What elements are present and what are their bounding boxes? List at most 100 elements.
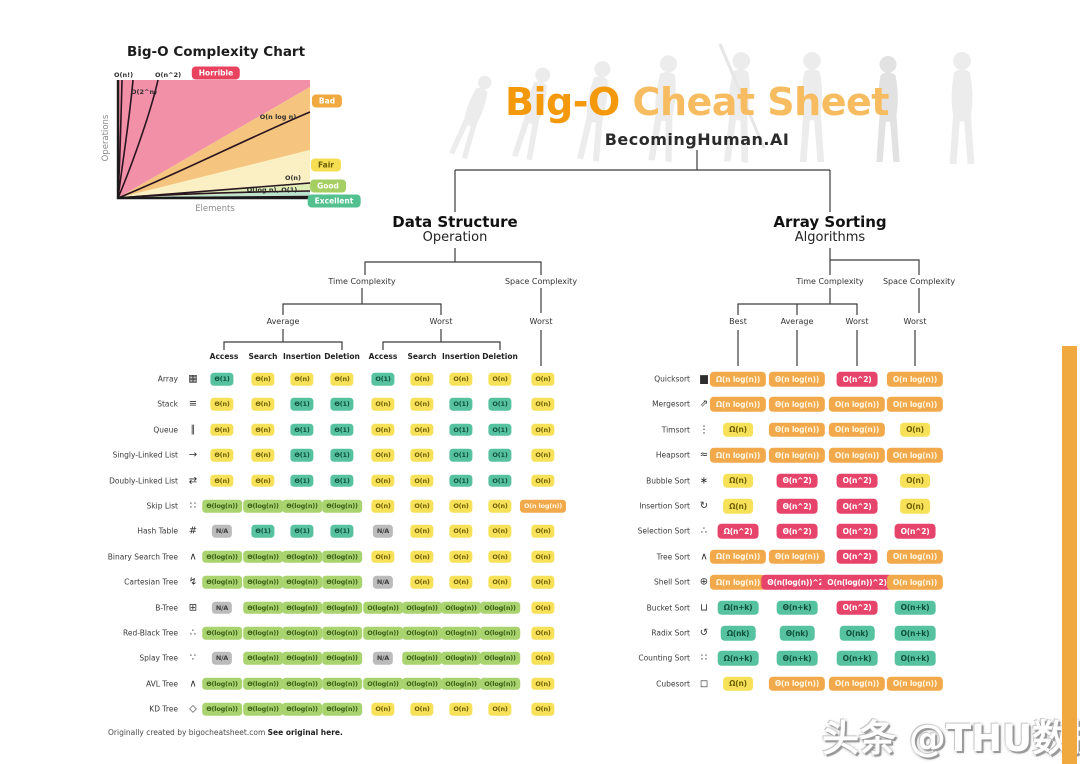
ds-pill-b-tree-6: O(log(n)): [441, 601, 481, 614]
ds-col-header-worst-insertion: Insertion: [441, 352, 481, 361]
ds-row-label-queue: Queue: [153, 425, 178, 435]
ds-row-label-singly-linked-list: Singly-Linked List: [112, 450, 178, 460]
bucket-sort-icon: ⊔: [700, 602, 708, 614]
sort-pill-timsort-0: Ω(n): [723, 422, 753, 438]
ds-pill-doubly-linked-list-7: O(1): [488, 474, 512, 487]
ds-pill-red-black-tree-1: Θ(log(n)): [243, 626, 283, 640]
ds-pill-hash-table-4: N/A: [372, 525, 394, 538]
ds-root-header: Data Structure Operation: [392, 213, 518, 245]
ds-row-label-binary-search-tree: Binary Search Tree: [107, 552, 178, 562]
curve-label-n: O(n): [285, 174, 301, 182]
complexity-chart-plot: O(n!) O(n^2) O(2^n) O(n log n) O(n) O(lo…: [114, 71, 311, 200]
right-accent-bar: [1062, 346, 1077, 764]
sort-pill-timsort-3: O(n): [900, 422, 930, 438]
ds-pill-doubly-linked-list-6: O(1): [449, 474, 473, 487]
ds-pill-doubly-linked-list-2: Θ(1): [290, 474, 314, 487]
ds-pill-red-black-tree-3: Θ(log(n)): [322, 626, 362, 640]
curve-n-squared: [117, 79, 159, 199]
sort-pill-selection-sort-1: Θ(n^2): [776, 524, 818, 539]
ds-pill-singly-linked-list-3: Θ(1): [330, 448, 354, 462]
footer-original-link[interactable]: See original here.: [267, 728, 343, 737]
ds-pill-splay-tree-1: Θ(log(n)): [243, 652, 283, 665]
ds-pill-singly-linked-list-2: Θ(1): [290, 448, 314, 462]
ds-pill-skip-list-1: Θ(log(n)): [243, 499, 283, 513]
sort-row-label-cubesort: Cubesort: [656, 679, 690, 689]
ds-col-header-worst-deletion: Deletion: [482, 352, 518, 361]
ds-pill-queue-2: Θ(1): [290, 423, 314, 437]
ds-pill-singly-linked-list-5: O(n): [410, 448, 434, 462]
sort-pill-bucket-sort-3: O(n+k): [894, 600, 936, 615]
ds-pill-cartesian-tree-5: O(n): [410, 575, 434, 589]
curve-label-n-factorial: O(n!): [114, 71, 133, 79]
sort-pill-bucket-sort-0: Ω(n+k): [717, 600, 759, 615]
ds-pill-avl-tree-2: Θ(log(n)): [282, 677, 322, 691]
ds-pill-skip-list-7: O(n): [488, 499, 512, 513]
watermark: 头条 @THU数据派: [822, 717, 1080, 760]
ds-pill-hash-table-8: O(n): [531, 525, 555, 538]
ds-pill-doubly-linked-list-5: O(n): [410, 474, 434, 487]
sort-pill-mergesort-3: O(n log(n)): [886, 397, 944, 412]
ds-col-header-worst-search: Search: [407, 352, 437, 361]
ds-pill-queue-6: O(1): [449, 423, 473, 437]
quicksort-icon: ▆: [700, 373, 708, 385]
sort-pill-radix-sort-2: O(nk): [839, 625, 875, 641]
ds-pill-binary-search-tree-3: Θ(log(n)): [322, 550, 362, 564]
cartesian-tree-icon: ↯: [188, 576, 198, 588]
sort-root-title: Array Sorting: [773, 213, 887, 231]
ds-pill-stack-6: O(1): [449, 398, 473, 411]
ds-pill-kd-tree-1: Θ(log(n)): [243, 702, 283, 716]
ds-pill-cartesian-tree-1: Θ(log(n)): [243, 575, 283, 589]
badge-good: Good: [310, 179, 346, 193]
x-axis-label: Elements: [195, 204, 235, 214]
avl-tree-icon: ∧: [189, 678, 197, 690]
ds-pill-hash-table-5: O(n): [410, 525, 434, 538]
ds-pill-stack-2: Θ(1): [290, 398, 314, 411]
ds-pill-array-7: O(n): [488, 372, 512, 386]
sort-pill-selection-sort-0: Ω(n^2): [717, 524, 759, 539]
ds-col-header-worst-access: Access: [368, 352, 398, 361]
sort-pill-insertion-sort-0: Ω(n): [723, 498, 753, 514]
sort-pill-selection-sort-2: O(n^2): [836, 524, 878, 539]
ds-col-header-avg-search: Search: [248, 352, 278, 361]
b-tree-icon: ⊞: [188, 602, 198, 614]
ds-pill-queue-7: O(1): [488, 423, 512, 437]
sort-pill-radix-sort-3: O(n+k): [894, 625, 936, 641]
ds-pill-singly-linked-list-1: Θ(n): [251, 448, 275, 462]
sort-pill-counting-sort-2: O(n+k): [836, 651, 878, 666]
ds-pill-red-black-tree-2: Θ(log(n)): [282, 626, 322, 640]
ds-pill-array-8: O(n): [531, 372, 555, 386]
ds-pill-stack-5: O(n): [410, 398, 434, 411]
sort-pill-radix-sort-1: Θ(nk): [779, 625, 815, 641]
ds-pill-skip-list-5: O(n): [410, 499, 434, 513]
brand-subtitle: BecomingHuman.AI: [604, 130, 790, 149]
ds-root-subtitle: Operation: [422, 229, 488, 245]
ds-root-title: Data Structure: [392, 213, 518, 231]
ds-pill-avl-tree-8: O(n): [531, 677, 555, 691]
sort-root-subtitle: Algorithms: [794, 229, 866, 245]
ds-pill-b-tree-0: N/A: [211, 601, 233, 614]
array-icon: ▦: [188, 373, 198, 385]
ds-pill-stack-1: Θ(n): [251, 398, 275, 411]
sort-pill-timsort-1: Θ(n log(n)): [768, 422, 826, 438]
ds-pill-splay-tree-6: O(log(n)): [441, 652, 481, 665]
selection-sort-icon: ∴: [700, 525, 708, 537]
ds-pill-red-black-tree-4: O(log(n)): [363, 626, 403, 640]
ds-pill-queue-4: O(n): [371, 423, 395, 437]
ds-row-label-doubly-linked-list: Doubly-Linked List: [109, 476, 178, 486]
sort-pill-bucket-sort-2: O(n^2): [836, 600, 878, 615]
ds-pill-b-tree-5: O(log(n)): [402, 601, 442, 614]
ds-pill-singly-linked-list-6: O(1): [449, 448, 473, 462]
sort-root-header: Array Sorting Algorithms: [773, 213, 887, 245]
ds-pill-binary-search-tree-2: Θ(log(n)): [282, 550, 322, 564]
tree-sort-icon: ∧: [700, 551, 708, 563]
region-bad: [118, 87, 310, 198]
sort-row-label-radix-sort: Radix Sort: [651, 628, 690, 638]
region-horrible: [118, 80, 310, 198]
sort-space-complexity-label: Space Complexity: [882, 277, 956, 286]
sort-pill-timsort-2: O(n log(n)): [828, 422, 886, 438]
ds-pill-doubly-linked-list-1: Θ(n): [251, 474, 275, 487]
ds-pill-stack-4: O(n): [371, 398, 395, 411]
ds-pill-red-black-tree-0: Θ(log(n)): [202, 626, 242, 640]
